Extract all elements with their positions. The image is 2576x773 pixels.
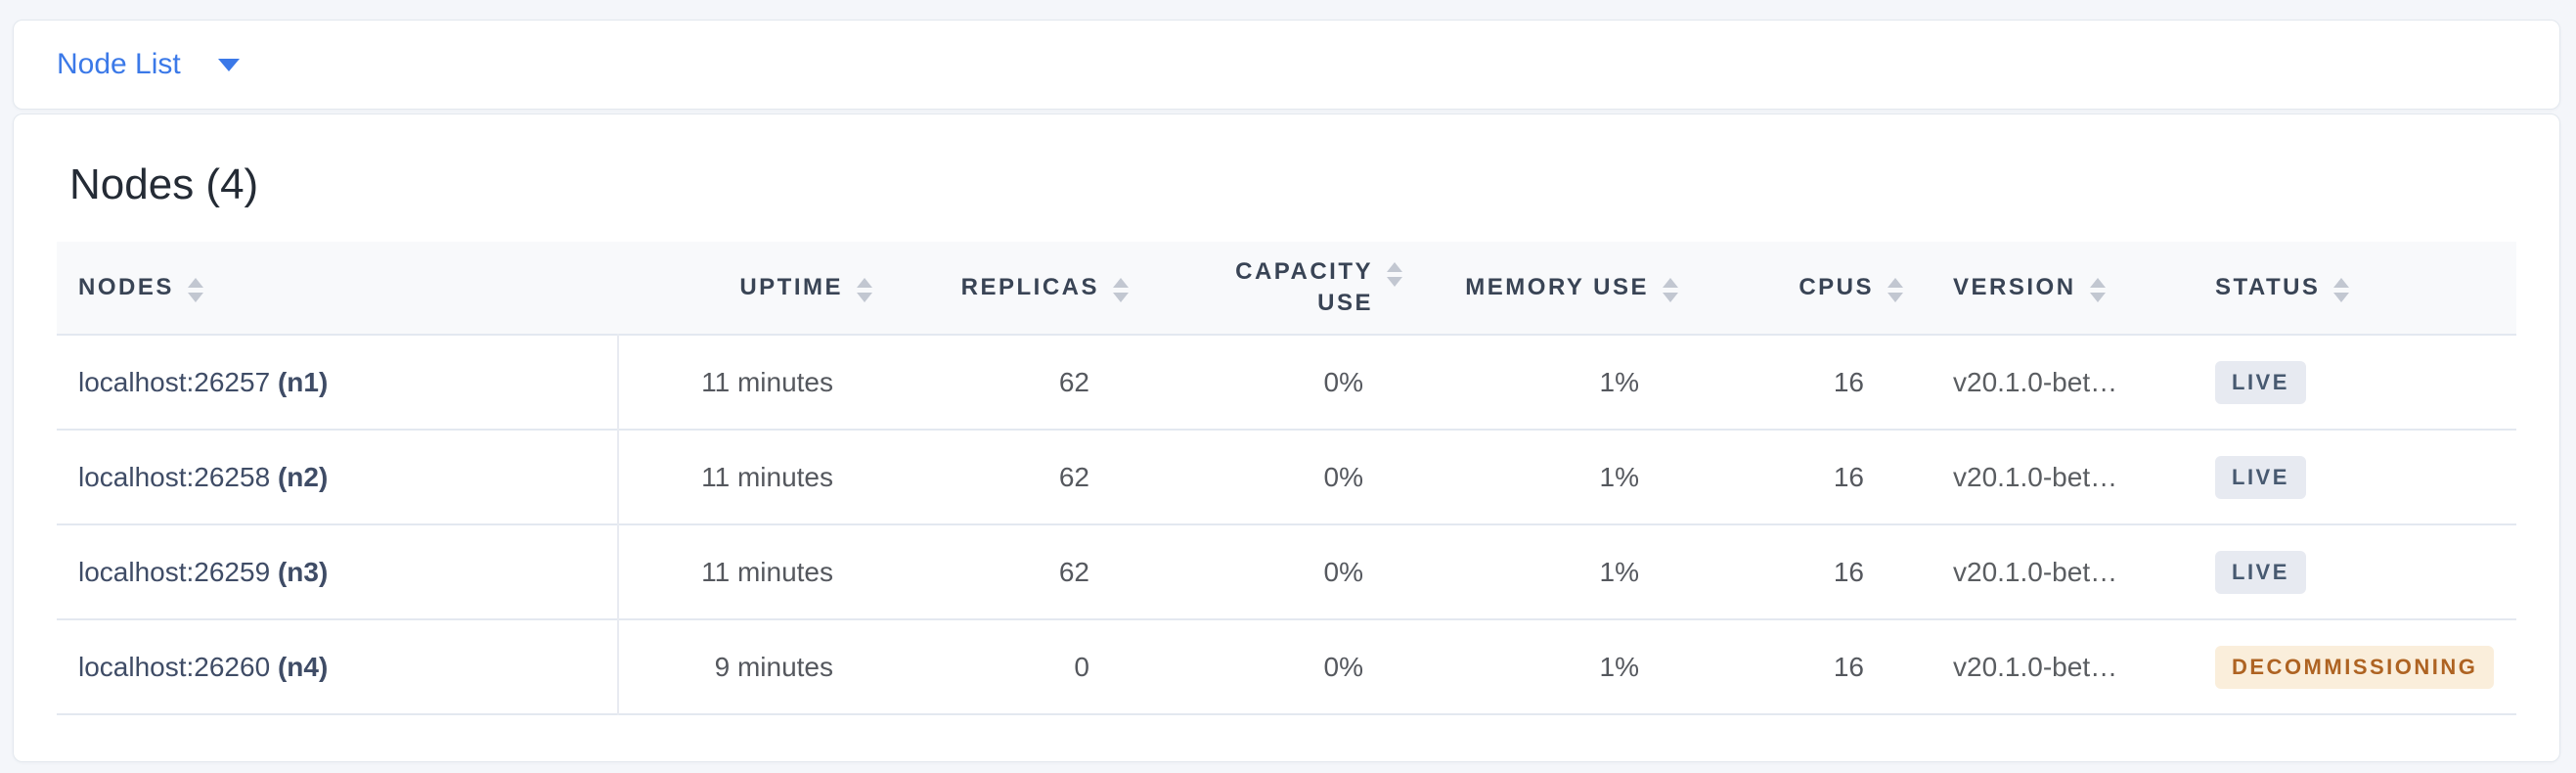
cell-nodes[interactable]: localhost:26257 (n1) bbox=[57, 335, 619, 430]
column-header-label: STATUS bbox=[2215, 274, 2321, 300]
node-id: (n2) bbox=[277, 461, 329, 492]
cell-status: LIVE bbox=[2207, 430, 2516, 524]
node-address: localhost:26259 bbox=[78, 556, 271, 587]
column-header-version[interactable]: VERSION bbox=[1915, 242, 2207, 335]
view-switcher-bar: Node List bbox=[13, 20, 2560, 110]
column-header-uptime[interactable]: UPTIME bbox=[618, 242, 884, 335]
cell-capacity_use: 0% bbox=[1323, 366, 1363, 397]
nodes-table-header: NODES UPTIME REPLICAS CAPACITY USE MEMORY US… bbox=[57, 242, 2516, 335]
cell-replicas: 62 bbox=[1058, 461, 1089, 492]
cell-version: v20.1.0-bet… bbox=[1953, 556, 2118, 587]
column-header-nodes[interactable]: NODES bbox=[57, 242, 618, 335]
table-row[interactable]: localhost:26258 (n2) 11 minutes 62 0% 1% 16 v2… bbox=[57, 430, 2516, 524]
cell-nodes[interactable]: localhost:26259 (n3) bbox=[57, 524, 619, 619]
node-address: localhost:26258 bbox=[78, 461, 271, 492]
cell-memory_use: 1% bbox=[1599, 366, 1639, 397]
cell-memory_use: 1% bbox=[1599, 556, 1639, 587]
page-title: Nodes (4) bbox=[69, 160, 259, 208]
cell-version: v20.1.0-bet… bbox=[1953, 366, 2118, 397]
node-list-dropdown[interactable]: Node List bbox=[57, 48, 240, 81]
cell-status: DECOMMISSIONING bbox=[2207, 619, 2516, 714]
cell-nodes[interactable]: localhost:26260 (n4) bbox=[57, 619, 619, 714]
cell-capacity_use: 0% bbox=[1323, 651, 1363, 682]
sort-desc-icon bbox=[2333, 293, 2350, 302]
cell-replicas: 0 bbox=[1074, 651, 1089, 682]
column-header-cpus[interactable]: CPUS bbox=[1690, 242, 1915, 335]
status-badge: DECOMMISSIONING bbox=[2215, 645, 2495, 689]
cell-capacity_use: 0% bbox=[1323, 556, 1363, 587]
sort-asc-icon bbox=[1387, 262, 1402, 272]
sort-icon[interactable] bbox=[1387, 262, 1402, 287]
cell-uptime: 11 minutes bbox=[701, 461, 833, 492]
sort-icon[interactable] bbox=[2333, 278, 2350, 302]
cell-cpus: 16 bbox=[1833, 651, 1864, 682]
cell-status: LIVE bbox=[2207, 524, 2516, 619]
cell-version: v20.1.0-bet… bbox=[1953, 651, 2118, 682]
sort-desc-icon bbox=[1888, 293, 1903, 302]
node-list-dropdown-label: Node List bbox=[57, 48, 181, 80]
status-badge: LIVE bbox=[2215, 550, 2306, 594]
sort-icon[interactable] bbox=[857, 278, 872, 302]
sort-asc-icon bbox=[857, 278, 872, 288]
cell-memory_use: 1% bbox=[1599, 651, 1639, 682]
cell-uptime: 11 minutes bbox=[701, 366, 833, 397]
cell-status: LIVE bbox=[2207, 335, 2516, 430]
caret-down-icon bbox=[217, 58, 240, 71]
table-row[interactable]: localhost:26259 (n3) 11 minutes 62 0% 1% 16 v2… bbox=[57, 524, 2516, 619]
sort-desc-icon bbox=[1113, 293, 1129, 302]
table-row[interactable]: localhost:26257 (n1) 11 minutes 62 0% 1% 16 v2… bbox=[57, 335, 2516, 430]
cell-replicas: 62 bbox=[1058, 556, 1089, 587]
cell-uptime: 11 minutes bbox=[701, 556, 833, 587]
cell-cpus: 16 bbox=[1833, 556, 1864, 587]
status-badge: LIVE bbox=[2215, 360, 2306, 404]
sort-asc-icon bbox=[2333, 278, 2350, 288]
column-header-label: REPLICAS bbox=[960, 274, 1099, 300]
cell-uptime: 9 minutes bbox=[714, 651, 833, 682]
column-header-label: UPTIME bbox=[739, 274, 843, 300]
column-header-label: CPUS bbox=[1799, 274, 1874, 300]
sort-desc-icon bbox=[1663, 293, 1678, 302]
sort-asc-icon bbox=[187, 278, 203, 288]
sort-desc-icon bbox=[187, 293, 203, 302]
node-id: (n4) bbox=[277, 651, 329, 682]
sort-desc-icon bbox=[2089, 293, 2106, 302]
sort-icon[interactable] bbox=[187, 278, 203, 302]
column-header-memory_use[interactable]: MEMORY USE bbox=[1414, 242, 1690, 335]
sort-asc-icon bbox=[1888, 278, 1903, 288]
status-badge: LIVE bbox=[2215, 455, 2306, 499]
node-id: (n3) bbox=[277, 556, 329, 587]
nodes-table: NODES UPTIME REPLICAS CAPACITY USE MEMORY US… bbox=[57, 242, 2516, 715]
cell-cpus: 16 bbox=[1833, 366, 1864, 397]
sort-asc-icon bbox=[1113, 278, 1129, 288]
column-header-label: NODES bbox=[78, 274, 174, 300]
node-address: localhost:26257 bbox=[78, 366, 271, 397]
column-header-replicas[interactable]: REPLICAS bbox=[884, 242, 1140, 335]
nodes-panel: Nodes (4) NODES UPTIME REPLICAS CAPACITY US… bbox=[13, 114, 2560, 762]
sort-icon[interactable] bbox=[1113, 278, 1129, 302]
sort-desc-icon bbox=[1387, 277, 1402, 287]
cell-version: v20.1.0-bet… bbox=[1953, 461, 2118, 492]
column-header-label: CAPACITY USE bbox=[1235, 258, 1373, 316]
cell-memory_use: 1% bbox=[1599, 461, 1639, 492]
node-address: localhost:26260 bbox=[78, 651, 271, 682]
sort-icon[interactable] bbox=[1663, 278, 1678, 302]
node-id: (n1) bbox=[277, 366, 329, 397]
table-row[interactable]: localhost:26260 (n4) 9 minutes 0 0% 1% 16 v20.… bbox=[57, 619, 2516, 714]
cell-nodes[interactable]: localhost:26258 (n2) bbox=[57, 430, 619, 524]
sort-icon[interactable] bbox=[2089, 278, 2106, 302]
column-header-status[interactable]: STATUS bbox=[2207, 242, 2516, 335]
column-header-label: VERSION bbox=[1953, 274, 2076, 300]
cell-capacity_use: 0% bbox=[1323, 461, 1363, 492]
sort-desc-icon bbox=[857, 293, 872, 302]
column-header-label: MEMORY USE bbox=[1465, 274, 1649, 300]
column-header-capacity_use[interactable]: CAPACITY USE bbox=[1140, 242, 1414, 335]
cell-replicas: 62 bbox=[1058, 366, 1089, 397]
sort-icon[interactable] bbox=[1888, 278, 1903, 302]
sort-asc-icon bbox=[2089, 278, 2106, 288]
cell-cpus: 16 bbox=[1833, 461, 1864, 492]
sort-asc-icon bbox=[1663, 278, 1678, 288]
